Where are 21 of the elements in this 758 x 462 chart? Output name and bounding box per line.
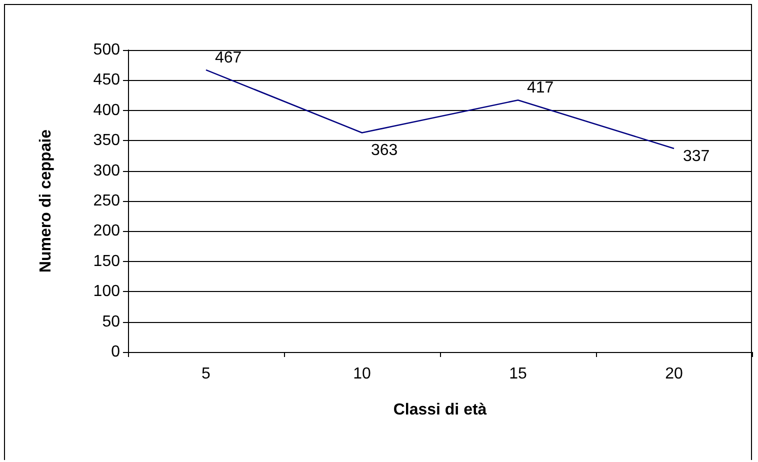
data-label: 417	[527, 80, 554, 97]
x-axis-title: Classi di età	[393, 402, 487, 418]
y-tick-label: 0	[111, 344, 120, 360]
y-axis-title: Numero di ceppaie	[38, 129, 54, 273]
data-label: 467	[215, 49, 242, 66]
x-tick-label: 5	[202, 366, 211, 382]
y-tick-label: 350	[93, 132, 120, 150]
data-label: 337	[683, 148, 710, 165]
data-label: 363	[371, 142, 398, 160]
x-tick-label: 20	[665, 366, 683, 382]
y-tick-label: 250	[93, 192, 120, 210]
y-tick-label: 150	[93, 252, 120, 270]
y-tick-label: 300	[93, 162, 120, 180]
y-tick-label: 50	[102, 313, 120, 330]
x-tick-label: 10	[353, 366, 371, 382]
y-tick-label: 200	[93, 222, 120, 240]
y-tick-label: 100	[93, 283, 120, 300]
y-tick-label: 500	[93, 42, 120, 58]
y-tick-label: 450	[93, 72, 120, 89]
x-tick-label: 15	[509, 366, 527, 382]
y-tick-label: 400	[93, 102, 120, 119]
